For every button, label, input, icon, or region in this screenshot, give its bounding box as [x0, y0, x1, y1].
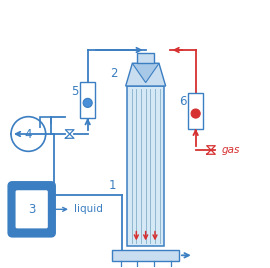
- Bar: [112, 250, 179, 261]
- Text: 3: 3: [28, 203, 35, 216]
- Circle shape: [191, 109, 200, 118]
- Polygon shape: [126, 63, 166, 86]
- Bar: [80, 82, 95, 118]
- Circle shape: [83, 98, 92, 107]
- FancyBboxPatch shape: [16, 190, 48, 228]
- Text: 4: 4: [25, 128, 32, 140]
- Text: liquid: liquid: [55, 204, 103, 214]
- Bar: [127, 86, 164, 246]
- Circle shape: [11, 117, 46, 151]
- Bar: [188, 93, 203, 129]
- Text: 2: 2: [110, 67, 117, 80]
- Bar: [137, 53, 154, 63]
- Text: 1: 1: [109, 179, 116, 192]
- Text: gas: gas: [222, 145, 240, 155]
- Text: 5: 5: [71, 84, 78, 98]
- Polygon shape: [132, 63, 159, 83]
- FancyBboxPatch shape: [9, 183, 54, 236]
- Text: 6: 6: [179, 95, 186, 108]
